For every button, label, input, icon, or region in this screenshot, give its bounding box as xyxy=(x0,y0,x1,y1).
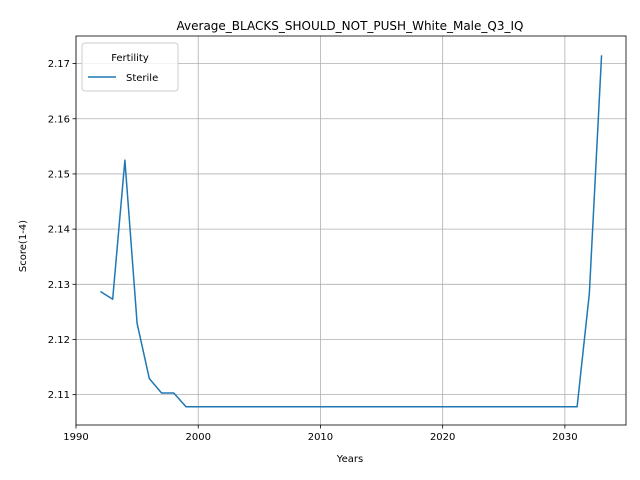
x-axis: 1990 2000 2010 2020 2030 xyxy=(63,425,578,443)
legend-box xyxy=(81,42,179,92)
axes-frame xyxy=(75,35,627,426)
x-tick-label: 2030 xyxy=(552,432,577,443)
series-line-sterile xyxy=(100,55,603,408)
y-tick-label: 2.15 xyxy=(48,169,70,180)
y-tick-label: 2.14 xyxy=(48,225,70,236)
y-axis-label: Score(1-4) xyxy=(18,220,29,272)
legend: Fertility Sterile xyxy=(81,42,179,92)
y-tick-label: 2.11 xyxy=(48,390,70,401)
chart-title: Average_BLACKS_SHOULD_NOT_PUSH_White_Mal… xyxy=(177,19,524,33)
y-tick-label: 2.17 xyxy=(48,59,70,70)
x-tick-label: 1990 xyxy=(63,432,88,443)
x-axis-label: Years xyxy=(336,454,363,465)
grid xyxy=(75,36,626,425)
y-tick-label: 2.12 xyxy=(48,335,70,346)
legend-entry-label: Sterile xyxy=(126,73,158,84)
x-tick-label: 2020 xyxy=(430,432,455,443)
y-tick-label: 2.13 xyxy=(48,280,70,291)
y-axis: 2.11 2.12 2.13 2.14 2.15 2.16 2.17 xyxy=(48,59,76,401)
x-tick-label: 2000 xyxy=(185,432,210,443)
series-layer xyxy=(100,55,603,408)
x-tick-label: 2010 xyxy=(308,432,333,443)
y-tick-label: 2.16 xyxy=(48,114,70,125)
legend-title: Fertility xyxy=(111,53,149,64)
